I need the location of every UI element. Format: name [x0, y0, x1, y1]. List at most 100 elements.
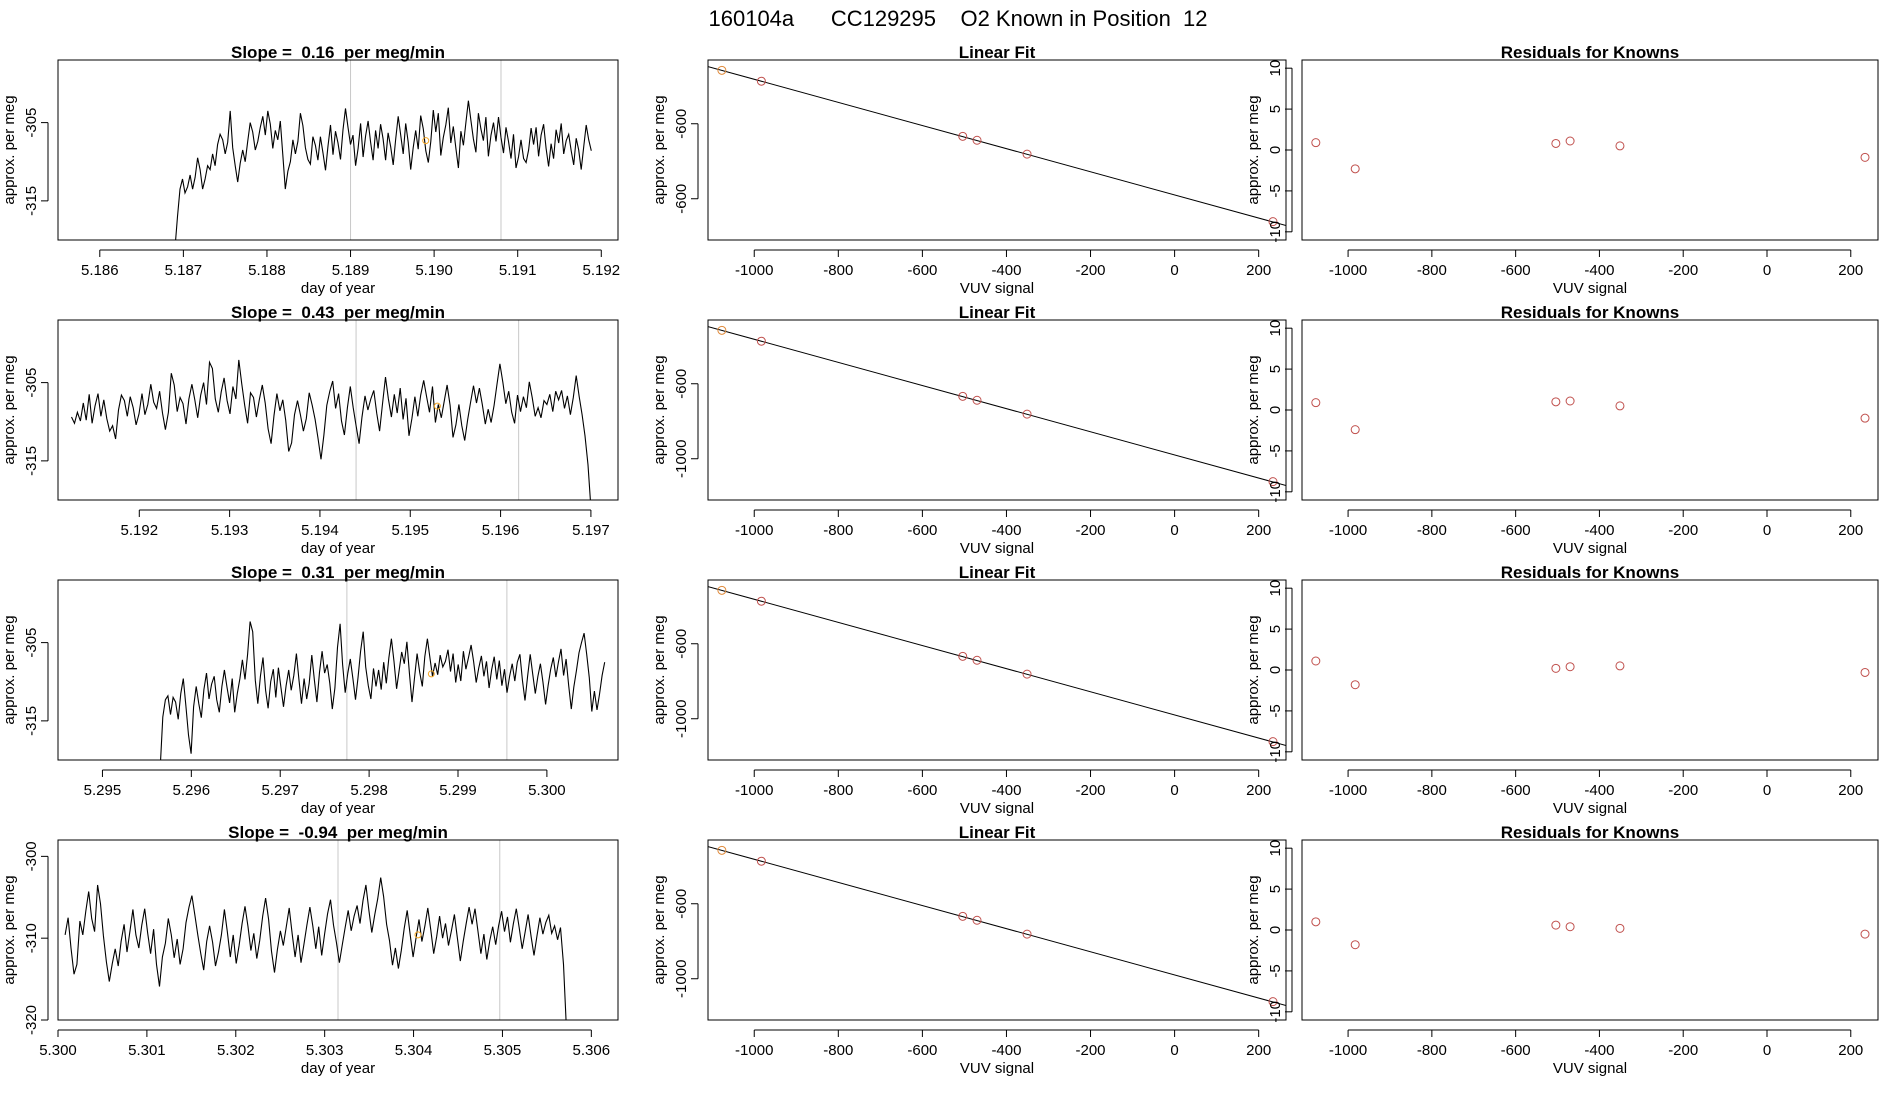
data-point [1268, 477, 1278, 487]
x-tick-label: -600 [907, 1042, 937, 1059]
chart-panel: Linear Fit -1000 -800 -600 -400 -200 0 200 VUV s… [651, 823, 1287, 1077]
x-axis-label: day of year [301, 540, 375, 557]
y-tick-label: 0 [1267, 146, 1284, 154]
y-axis-label: approx. per meg [651, 95, 668, 204]
y-axis-label: approx. per meg [1, 95, 18, 204]
y-tick-label: -600 [673, 629, 690, 659]
x-tick-label: -200 [1076, 522, 1106, 539]
series-trace [64, 877, 567, 1020]
plot-frame [57, 579, 619, 761]
y-tick-label: -5 [1267, 704, 1284, 717]
y-tick-label: 10 [1267, 320, 1284, 337]
data-point [1565, 396, 1575, 406]
x-tick-label: -800 [823, 1042, 853, 1059]
data-point [1022, 669, 1032, 679]
x-tick-label: -1000 [1329, 782, 1367, 799]
series-trace [160, 621, 606, 760]
y-tick-label: 0 [1267, 406, 1284, 414]
x-tick-label: 0 [1170, 262, 1178, 279]
x-axis-label: VUV signal [1553, 540, 1627, 557]
x-tick-label: -800 [823, 522, 853, 539]
x-tick-label: 5.301 [128, 1042, 166, 1059]
data-point [717, 325, 727, 335]
y-tick-label: 5 [1267, 625, 1284, 633]
chart-title: Slope = 0.16 per meg/min [231, 43, 445, 62]
x-tick-label: -1000 [735, 522, 773, 539]
x-tick-label: -400 [1584, 782, 1614, 799]
x-tick-label: 200 [1838, 262, 1863, 279]
y-tick-label: -10 [1267, 221, 1284, 243]
x-tick-label: -600 [1501, 262, 1531, 279]
x-axis-label: VUV signal [1553, 1060, 1627, 1077]
x-tick-label: 200 [1246, 522, 1271, 539]
x-tick-label: 5.300 [39, 1042, 77, 1059]
x-tick-label: 0 [1170, 522, 1178, 539]
x-tick-label: -1000 [1329, 522, 1367, 539]
data-point [1311, 138, 1321, 148]
y-axis-label: approx. per meg [651, 355, 668, 464]
y-tick-label: -600 [673, 109, 690, 139]
y-tick-label: 10 [1267, 60, 1284, 77]
data-point [972, 135, 982, 145]
plot-frame [1301, 319, 1879, 501]
x-axis-label: VUV signal [960, 280, 1034, 297]
x-tick-label: 5.303 [306, 1042, 344, 1059]
x-tick-label: -400 [1584, 522, 1614, 539]
data-point [1311, 656, 1321, 666]
data-point [1350, 164, 1360, 174]
y-tick-label: -1000 [673, 700, 690, 738]
y-tick-label: -315 [23, 706, 40, 736]
y-tick-label: -5 [1267, 444, 1284, 457]
x-tick-label: 5.193 [211, 522, 249, 539]
x-tick-label: 5.189 [332, 262, 370, 279]
x-tick-label: 200 [1246, 782, 1271, 799]
plot-frame [707, 579, 1287, 761]
x-tick-label: 200 [1838, 782, 1863, 799]
y-axis-label: approx. per meg [1, 875, 18, 984]
x-tick-label: 5.197 [572, 522, 610, 539]
x-tick-label: -400 [991, 1042, 1021, 1059]
data-point [1860, 152, 1870, 162]
x-tick-label: 5.297 [261, 782, 299, 799]
y-axis-label: approx. per meg [1245, 355, 1262, 464]
mean-marker [427, 670, 435, 678]
x-tick-label: -1000 [1329, 1042, 1367, 1059]
x-tick-label: 200 [1246, 1042, 1271, 1059]
data-point [1565, 922, 1575, 932]
chart-title: Residuals for Knowns [1501, 303, 1680, 322]
data-point [1022, 149, 1032, 159]
chart-panel: Slope = 0.43 per meg/min 5.192 5.193 5.194 5… [1, 303, 619, 557]
x-axis-label: day of year [301, 280, 375, 297]
plot-frame [1301, 59, 1879, 241]
x-tick-label: 5.296 [173, 782, 211, 799]
y-axis-label: approx. per meg [1245, 95, 1262, 204]
y-axis-label: approx. per meg [651, 875, 668, 984]
x-tick-label: 5.187 [165, 262, 203, 279]
data-point [972, 395, 982, 405]
x-tick-label: -600 [907, 522, 937, 539]
x-tick-label: 5.305 [484, 1042, 522, 1059]
x-tick-label: 0 [1763, 262, 1771, 279]
data-point [972, 655, 982, 665]
data-point [756, 336, 766, 346]
data-point [1311, 917, 1321, 927]
y-tick-label: 10 [1267, 840, 1284, 857]
x-tick-label: -800 [823, 782, 853, 799]
data-point [1350, 425, 1360, 435]
fit-line [708, 846, 1286, 1007]
fit-line [708, 66, 1286, 227]
data-point [1615, 661, 1625, 671]
x-tick-label: 5.192 [583, 262, 621, 279]
panel-grid: Slope = 0.16 per meg/min 5.186 5.187 5.188 5… [1, 43, 1879, 1077]
data-point [1022, 929, 1032, 939]
data-point [1022, 409, 1032, 419]
series-trace [71, 359, 591, 500]
y-tick-label: -600 [673, 184, 690, 214]
x-tick-label: 0 [1170, 1042, 1178, 1059]
y-axis-label: approx. per meg [1245, 875, 1262, 984]
x-tick-label: 5.192 [121, 522, 159, 539]
chart-panel: Slope = 0.16 per meg/min 5.186 5.187 5.188 5… [1, 43, 620, 297]
x-tick-label: -200 [1076, 1042, 1106, 1059]
x-tick-label: 5.190 [415, 262, 453, 279]
x-axis-label: VUV signal [1553, 280, 1627, 297]
